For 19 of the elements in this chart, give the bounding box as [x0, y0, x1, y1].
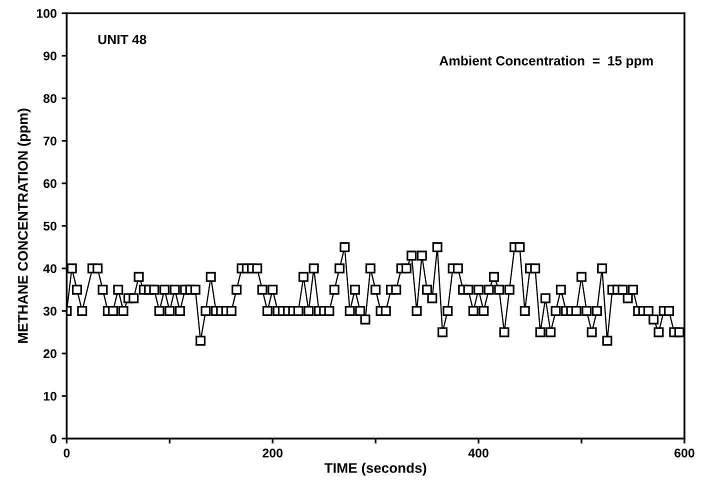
- y-tick-label: 0: [50, 434, 56, 444]
- y-tick-label: 10: [44, 392, 56, 401]
- y-tick-label: 60: [44, 179, 56, 188]
- x-axis-title: TIME (seconds): [324, 462, 426, 476]
- x-tick-label: 200: [262, 448, 283, 458]
- y-tick-label: 90: [44, 52, 56, 60]
- x-tick-label: 400: [468, 448, 488, 458]
- x-tick-label: 0: [64, 448, 70, 458]
- y-tick-label: 50: [43, 222, 56, 231]
- x-tick-label: 600: [674, 448, 694, 458]
- y-tick-label: 20: [44, 349, 56, 358]
- y-tick-label: 40: [43, 264, 56, 274]
- y-tick-label: 80: [43, 94, 56, 103]
- y-tick-label: 70: [44, 136, 56, 146]
- y-tick-label: 100: [36, 9, 56, 18]
- y-tick-label: 30: [43, 306, 56, 316]
- annotation: UNIT 48: [98, 34, 146, 44]
- y-axis-title: METHANE CONCENTRATION (ppm): [18, 108, 31, 343]
- annotation: Ambient Concentration = 15 ppm: [439, 56, 653, 68]
